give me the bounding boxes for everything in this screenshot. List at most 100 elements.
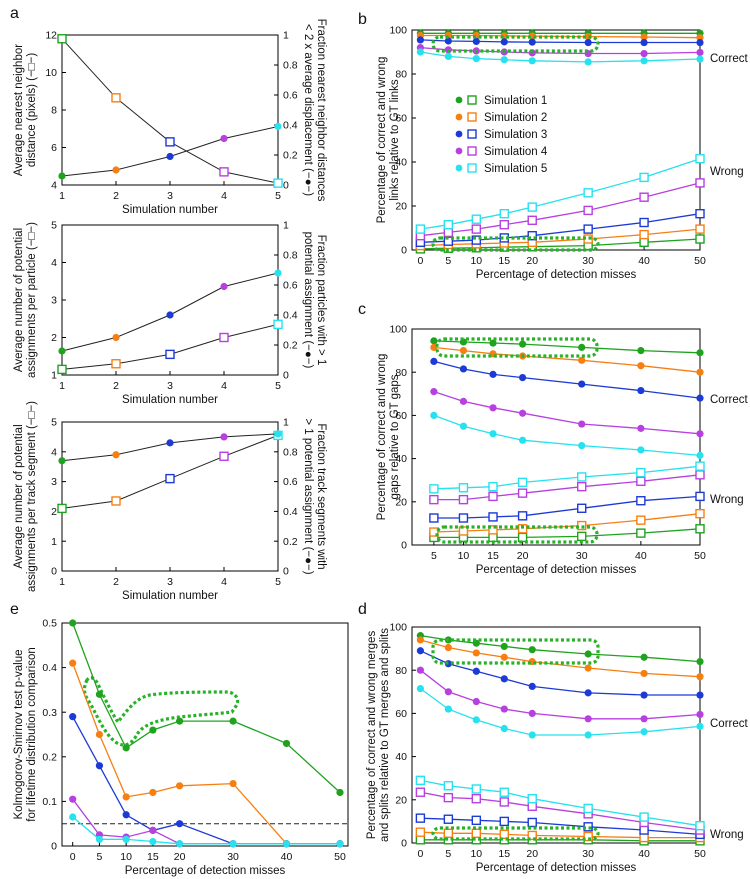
d-wrong-point xyxy=(443,781,454,791)
d-correct-point xyxy=(500,642,508,651)
b-wrong-point xyxy=(583,205,593,216)
legend-marker-square xyxy=(467,163,477,173)
d-correct-point xyxy=(444,688,452,696)
c-correct-point xyxy=(489,404,497,412)
a1-xtick-label: 4 xyxy=(221,190,227,202)
d-correct-point xyxy=(584,650,592,658)
b-correct-point xyxy=(640,38,648,47)
d-correct-point xyxy=(584,664,592,672)
c-ylabel-line: gaps relative to GT gaps xyxy=(389,374,401,499)
legend-item: Simulation 2 xyxy=(455,112,547,124)
c-ylabel-line: Percentage of correct and wrong xyxy=(376,354,388,521)
panel-label-b: b xyxy=(358,11,367,28)
legend-marker-circle xyxy=(455,130,463,138)
c-wrong-point xyxy=(429,527,439,537)
legend-marker-square xyxy=(467,112,477,122)
d-wrong-point xyxy=(527,817,537,828)
c-xtick-label: 5 xyxy=(431,550,437,562)
a2-ylabel: Average number of potentialassignments p… xyxy=(13,222,38,378)
b-xtick-label: 5 xyxy=(445,255,451,267)
d-correct-point xyxy=(416,666,424,674)
c-correct-point xyxy=(489,430,497,438)
d-wrong-point xyxy=(639,812,649,822)
b-wrong-point xyxy=(583,224,593,234)
a3-ytick-label: 4 xyxy=(51,446,57,458)
legend-item: Simulation 1 xyxy=(455,95,547,107)
b-wrong-point xyxy=(695,224,705,234)
c-xtick-label: 40 xyxy=(635,550,647,562)
d-xtick-label: 30 xyxy=(582,848,594,860)
d-ylabel: Percentage of correct and wrong mergesan… xyxy=(366,628,391,842)
d-highlight-correct xyxy=(431,638,600,665)
legend-label: Simulation 4 xyxy=(484,146,548,158)
panel-label-e: e xyxy=(10,601,19,618)
d-wrong-point xyxy=(415,787,426,797)
a3-series-line xyxy=(61,433,279,462)
a1-ytick-label: 6 xyxy=(51,142,57,154)
c-correct-point xyxy=(696,394,704,402)
b-correct-point xyxy=(416,36,424,44)
d-correct-point xyxy=(500,724,508,733)
c-frame xyxy=(411,328,701,546)
a3-xtick-label: 4 xyxy=(221,576,227,588)
e-point xyxy=(95,835,104,843)
c-ytick-label: 60 xyxy=(395,410,407,422)
d-highlight-wrong xyxy=(431,826,600,841)
a1-point-circle xyxy=(58,172,66,180)
a1-ytick-label: 12 xyxy=(45,30,57,42)
e-point xyxy=(69,713,77,721)
d-label-correct: Correct xyxy=(710,718,749,730)
c-wrong-point xyxy=(636,515,646,525)
d-ylabel-line: and splits relative to GT merges and spl… xyxy=(379,628,391,842)
c-correct-point xyxy=(518,340,527,348)
c-wrong-point xyxy=(488,491,498,502)
a2-point-square xyxy=(273,319,283,330)
b-wrong-point xyxy=(695,178,705,188)
e-xtick-label: 50 xyxy=(334,851,346,863)
d-wrong-point xyxy=(499,787,509,797)
c-wrong-line-2 xyxy=(433,513,701,533)
e-line-1 xyxy=(72,622,341,793)
c-correct-point xyxy=(459,347,468,355)
c-xtick-label: 10 xyxy=(458,550,470,562)
c-correct-point xyxy=(430,411,438,419)
c-wrong-point xyxy=(695,461,705,471)
c-correct-line-4 xyxy=(433,390,701,435)
legend-label: Simulation 3 xyxy=(484,129,547,141)
d-correct-point xyxy=(528,731,536,739)
c-ytick-label: 100 xyxy=(389,324,407,336)
b-xtick-label: 10 xyxy=(470,255,482,267)
d-correct-point xyxy=(640,715,648,723)
b-xtick-label: 50 xyxy=(694,255,706,267)
a2-ytick-right-label: 1 xyxy=(283,220,289,232)
e-xtick-label: 30 xyxy=(227,851,239,863)
a3-point-square xyxy=(219,451,229,461)
c-ytick-label: 80 xyxy=(395,367,407,379)
b-xtick-label: 20 xyxy=(526,255,538,267)
a3-ylabel: Average number of potentialassignments p… xyxy=(13,401,38,592)
c-correct-point xyxy=(578,420,586,428)
c-correct-point xyxy=(637,347,645,355)
e-xtick-label: 0 xyxy=(70,851,76,863)
a1-ytick-label: 4 xyxy=(51,180,57,192)
d-xtick-label: 50 xyxy=(694,848,706,860)
c-wrong-point xyxy=(695,508,705,519)
legend-marker-circle xyxy=(455,147,463,155)
d-correct-point xyxy=(640,653,648,661)
d-correct-point xyxy=(444,705,452,713)
c-correct-point xyxy=(459,422,468,430)
e-point xyxy=(176,782,184,790)
e-point xyxy=(229,779,237,788)
d-xlabel: Percentage of detection misses xyxy=(476,862,637,874)
c-correct-point xyxy=(696,451,704,459)
c-wrong-point xyxy=(488,525,498,535)
a3-ytick-right-label: 0.4 xyxy=(283,506,298,518)
d-correct-line-5 xyxy=(420,688,701,736)
a1-ylabel: Average nearest neighbordistance (pixels… xyxy=(13,44,38,176)
e-point xyxy=(69,795,77,803)
d-wrong-point xyxy=(527,801,537,811)
d-xtick-label: 5 xyxy=(445,848,451,860)
b-wrong-point xyxy=(695,153,705,164)
e-point xyxy=(176,717,184,725)
